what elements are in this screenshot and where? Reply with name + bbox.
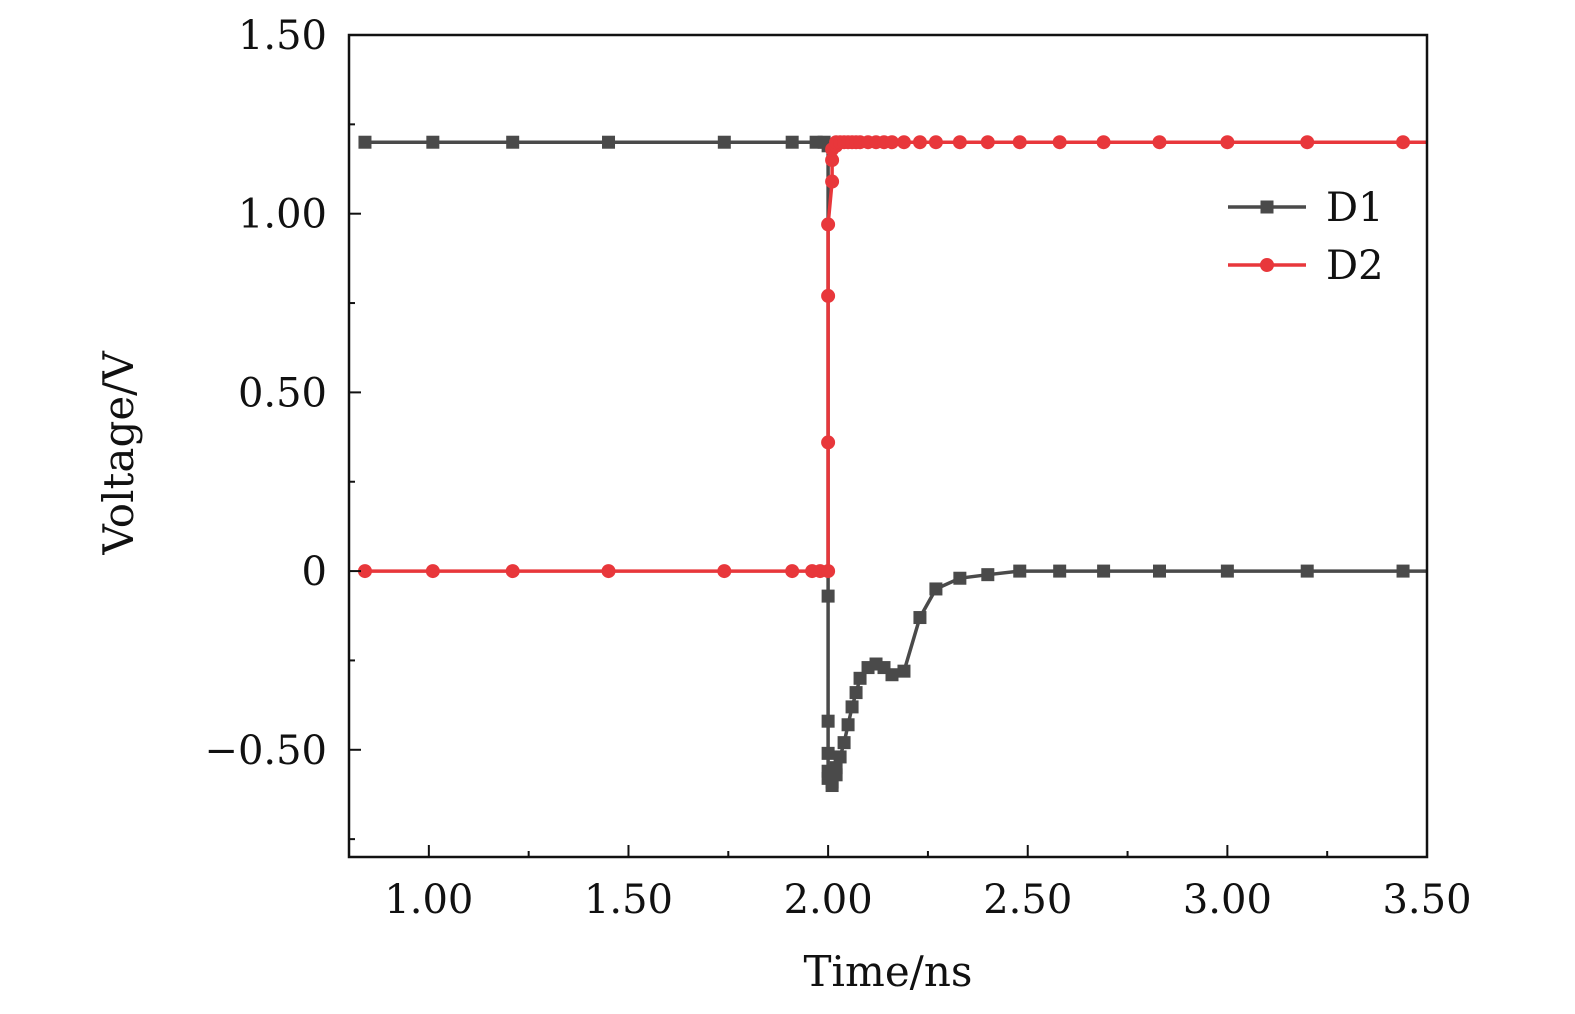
x-tick-label-4: 3.00 bbox=[1183, 877, 1272, 923]
data-point-d1-2 bbox=[506, 135, 520, 149]
data-point-d2-8 bbox=[821, 564, 836, 579]
data-point-d2-4 bbox=[717, 564, 732, 579]
data-point-d2-38 bbox=[1396, 135, 1411, 150]
data-point-d2-33 bbox=[1052, 135, 1067, 150]
data-point-d2-3 bbox=[601, 564, 616, 579]
data-point-d1-33 bbox=[1013, 564, 1027, 578]
legend-marker-d2 bbox=[1260, 258, 1274, 272]
data-point-d1-32 bbox=[981, 568, 995, 582]
data-point-d1-23 bbox=[853, 671, 867, 685]
data-point-d2-32 bbox=[1012, 135, 1027, 150]
data-point-d2-29 bbox=[928, 135, 943, 150]
x-tick-label-1: 1.50 bbox=[584, 877, 673, 923]
data-point-d2-5 bbox=[785, 564, 800, 579]
data-point-d2-9 bbox=[821, 435, 836, 450]
y-tick-label-2: 0.50 bbox=[238, 370, 327, 416]
data-point-d1-10 bbox=[821, 714, 835, 728]
data-point-d1-18 bbox=[833, 750, 847, 764]
plot-frame bbox=[347, 33, 1429, 859]
data-point-d1-1 bbox=[426, 135, 440, 149]
data-point-d1-17 bbox=[829, 761, 843, 775]
y-tick-label-1: 0 bbox=[302, 549, 327, 595]
series-line-d1 bbox=[365, 140, 1427, 788]
data-point-d1-30 bbox=[929, 582, 943, 596]
data-point-d1-3 bbox=[602, 135, 616, 149]
data-point-d2-11 bbox=[821, 217, 836, 232]
data-point-d1-9 bbox=[821, 589, 835, 603]
data-point-d2-30 bbox=[952, 135, 967, 150]
data-point-d1-4 bbox=[717, 135, 731, 149]
data-point-d1-28 bbox=[897, 664, 911, 678]
data-point-d2-35 bbox=[1152, 135, 1167, 150]
x-tick-label-2: 2.00 bbox=[784, 877, 873, 923]
data-point-d2-34 bbox=[1096, 135, 1111, 150]
data-point-d1-34 bbox=[1053, 564, 1067, 578]
series-layer bbox=[357, 135, 1427, 793]
data-point-d1-37 bbox=[1220, 564, 1234, 578]
data-point-d1-38 bbox=[1300, 564, 1314, 578]
y-tick-label-0: −0.50 bbox=[204, 728, 327, 774]
data-point-d1-27 bbox=[885, 668, 899, 682]
data-point-d2-28 bbox=[912, 135, 927, 150]
data-point-d1-39 bbox=[1396, 564, 1410, 578]
data-point-d1-31 bbox=[953, 571, 967, 585]
x-tick-label-0: 1.00 bbox=[384, 877, 473, 923]
data-point-d1-29 bbox=[913, 611, 927, 625]
x-tick-label-3: 2.50 bbox=[983, 877, 1072, 923]
data-point-d1-22 bbox=[849, 686, 863, 700]
data-point-d2-10 bbox=[821, 288, 836, 303]
data-point-d2-2 bbox=[505, 564, 520, 579]
x-axis-title: Time/ns bbox=[804, 947, 973, 996]
data-point-d1-35 bbox=[1097, 564, 1111, 578]
data-point-d2-26 bbox=[884, 135, 899, 150]
data-point-d1-36 bbox=[1152, 564, 1166, 578]
data-point-d1-11 bbox=[821, 746, 835, 760]
data-point-d2-12 bbox=[825, 174, 840, 189]
data-point-d1-20 bbox=[841, 718, 855, 732]
data-point-d2-31 bbox=[980, 135, 995, 150]
x-tick-label-5: 3.50 bbox=[1382, 877, 1471, 923]
data-point-d1-19 bbox=[837, 736, 851, 750]
y-axis-title: Voltage/V bbox=[94, 351, 143, 556]
y-tick-label-3: 1.00 bbox=[238, 192, 327, 238]
data-point-d2-37 bbox=[1300, 135, 1315, 150]
data-point-d2-0 bbox=[357, 564, 372, 579]
data-point-d1-5 bbox=[785, 135, 799, 149]
data-point-d2-27 bbox=[896, 135, 911, 150]
data-point-d2-1 bbox=[425, 564, 440, 579]
data-point-d1-21 bbox=[845, 700, 859, 714]
legend-label-d2: D2 bbox=[1326, 243, 1384, 289]
data-point-d2-36 bbox=[1220, 135, 1235, 150]
legend-label-d1: D1 bbox=[1326, 185, 1384, 231]
axes-layer: 1.00 1.50 2.00 2.50 3.00 3.50 −0.50 0 0.50 1.00 1.… bbox=[204, 13, 1471, 923]
data-point-d2-13 bbox=[825, 153, 840, 168]
y-tick-label-4: 1.50 bbox=[238, 13, 327, 59]
legend-marker-d1 bbox=[1260, 200, 1274, 214]
data-point-d1-0 bbox=[358, 135, 372, 149]
